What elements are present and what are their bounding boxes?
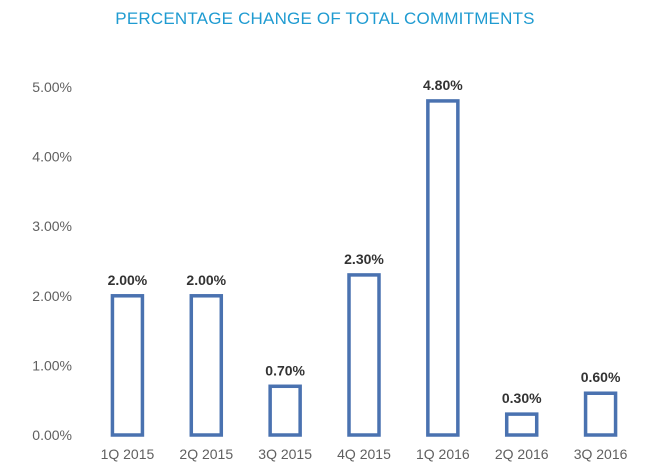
data-label: 2.00% xyxy=(108,272,148,288)
data-label: 4.80% xyxy=(423,77,463,93)
x-tick-label: 1Q 2015 xyxy=(101,446,155,462)
x-tick-label: 3Q 2015 xyxy=(258,446,312,462)
data-label: 0.30% xyxy=(502,390,542,406)
data-label: 0.70% xyxy=(265,362,305,378)
bar xyxy=(347,273,381,437)
y-tick-label: 3.00% xyxy=(32,218,72,234)
y-tick-label: 2.00% xyxy=(32,288,72,304)
bar xyxy=(583,391,618,437)
y-tick-label: 0.00% xyxy=(32,427,72,443)
bar xyxy=(504,412,539,437)
y-tick-label: 1.00% xyxy=(32,357,72,373)
x-tick-label: 4Q 2015 xyxy=(337,446,391,462)
data-label: 2.00% xyxy=(186,272,226,288)
x-tick-label: 2Q 2016 xyxy=(495,446,549,462)
bar xyxy=(189,294,224,437)
bar xyxy=(426,99,460,437)
data-label: 2.30% xyxy=(344,251,384,267)
bar xyxy=(268,384,302,437)
x-tick-label: 3Q 2016 xyxy=(574,446,628,462)
y-tick-label: 4.00% xyxy=(32,149,72,165)
x-tick-label: 1Q 2016 xyxy=(416,446,470,462)
data-label: 0.60% xyxy=(581,369,621,385)
chart-title: PERCENTAGE CHANGE OF TOTAL COMMITMENTS xyxy=(115,9,535,28)
x-tick-label: 2Q 2015 xyxy=(179,446,233,462)
y-tick-label: 5.00% xyxy=(32,79,72,95)
bar xyxy=(110,294,145,437)
